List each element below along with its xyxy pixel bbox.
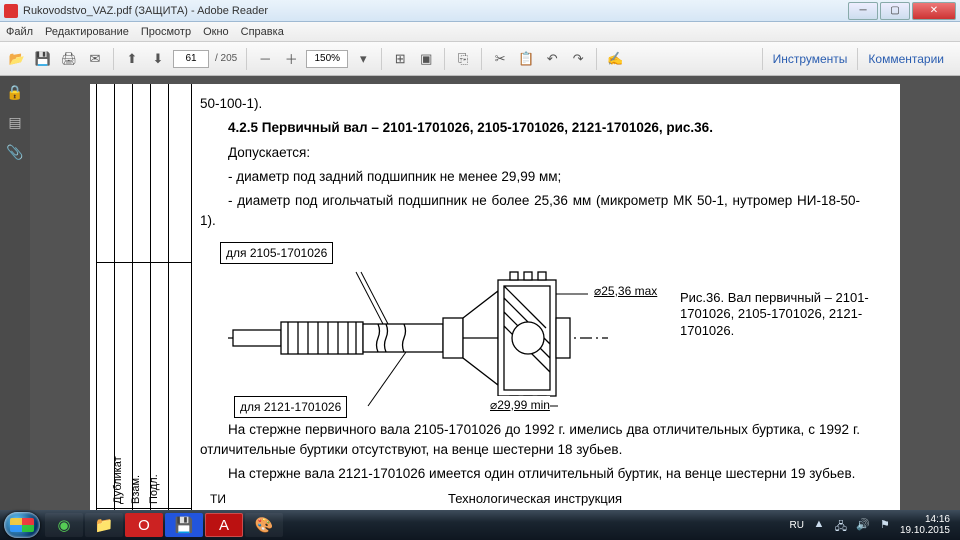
cut-icon[interactable]: ✂ xyxy=(489,48,511,70)
tray-flag-icon[interactable]: ▲ xyxy=(812,518,826,532)
window-titlebar: Rukovodstvo_VAZ.pdf (ЗАЩИТА) - Adobe Rea… xyxy=(0,0,960,22)
nav-sidebar: 🔒 ▤ 📎 xyxy=(0,76,30,510)
fig-label-2121: для 2121-1701026 xyxy=(234,396,347,418)
taskbar: ◉ 📁 O 💾 A 🎨 RU ▲ 🖧 🔊 ⚑ 14:16 19.10.2015 xyxy=(0,510,960,540)
fit-page-icon[interactable]: ▣ xyxy=(415,48,437,70)
system-tray: RU ▲ 🖧 🔊 ⚑ 14:16 19.10.2015 xyxy=(789,514,956,536)
zoom-in-icon[interactable]: ＋ xyxy=(280,48,302,70)
share-icon[interactable]: ⎘ xyxy=(452,48,474,70)
fit-width-icon[interactable]: ⊞ xyxy=(389,48,411,70)
figure-36: для 2105-1701026 для 2121-1701026 ⌀25,36… xyxy=(200,238,870,416)
maximize-button[interactable]: ▢ xyxy=(880,2,910,20)
page-total-label: / 205 xyxy=(213,53,239,64)
taskbar-app-1[interactable]: ◉ xyxy=(45,513,83,537)
zoom-dropdown-icon[interactable]: ▾ xyxy=(352,48,374,70)
attachments-icon[interactable]: 📎 xyxy=(6,144,24,162)
page-viewport[interactable]: Дубликат Взам. Подл. 50-100-1). 4.2.5 Пе… xyxy=(30,76,960,510)
start-button[interactable] xyxy=(4,512,40,538)
mail-icon[interactable]: ✉ xyxy=(84,48,106,70)
taskbar-opera-icon[interactable]: O xyxy=(125,513,163,537)
app-icon xyxy=(4,4,18,18)
redo-icon[interactable]: ↷ xyxy=(567,48,589,70)
window-title: Rukovodstvo_VAZ.pdf (ЗАЩИТА) - Adobe Rea… xyxy=(23,5,268,17)
tray-clock[interactable]: 14:16 19.10.2015 xyxy=(900,514,950,536)
page-down-icon[interactable]: ⬇ xyxy=(147,48,169,70)
allowed-label: Допускается: xyxy=(200,143,860,163)
frame-label-vzam: Взам. xyxy=(128,475,145,504)
text-line-top: 50-100-1). xyxy=(200,94,860,114)
thumbnails-icon[interactable]: 🔒 xyxy=(6,84,24,102)
zoom-level-input[interactable]: 150% xyxy=(306,50,348,68)
paragraph-2: На стержне вала 2121-1701026 имеется оди… xyxy=(200,464,860,484)
bookmarks-icon[interactable]: ▤ xyxy=(6,114,24,132)
tray-lang[interactable]: RU xyxy=(789,520,803,531)
taskbar-paint-icon[interactable]: 🎨 xyxy=(245,513,283,537)
toolbar: 📂 💾 🖨 ✉ ⬆ ⬇ 61 / 205 － ＋ 150% ▾ ⊞ ▣ ⎘ ✂ … xyxy=(0,42,960,76)
frame-label-podl: Подл. xyxy=(146,474,163,504)
taskbar-explorer-icon[interactable]: 📁 xyxy=(85,513,123,537)
tools-panel-link[interactable]: Инструменты xyxy=(762,48,858,70)
taskbar-save-icon[interactable]: 💾 xyxy=(165,513,203,537)
dim-29-99: ⌀29,99 min xyxy=(490,396,550,414)
open-file-icon[interactable]: 📂 xyxy=(6,48,28,70)
shaft-drawing xyxy=(228,258,608,418)
menu-file[interactable]: Файл xyxy=(6,26,33,38)
copy-icon[interactable]: 📋 xyxy=(515,48,537,70)
tray-network-icon[interactable]: 🖧 xyxy=(834,518,848,532)
dim-25-36: ⌀25,36 max xyxy=(594,282,657,300)
menu-edit[interactable]: Редактирование xyxy=(45,26,129,38)
undo-icon[interactable]: ↶ xyxy=(541,48,563,70)
zoom-out-icon[interactable]: － xyxy=(254,48,276,70)
page-up-icon[interactable]: ⬆ xyxy=(121,48,143,70)
frame-label-dublikat: Дубликат xyxy=(110,456,127,504)
fig-label-2105: для 2105-1701026 xyxy=(220,242,333,264)
menu-bar: Файл Редактирование Просмотр Окно Справк… xyxy=(0,22,960,42)
menu-help[interactable]: Справка xyxy=(241,26,284,38)
document-page: Дубликат Взам. Подл. 50-100-1). 4.2.5 Пе… xyxy=(90,84,900,510)
bullet-2: - диаметр под игольчатый подшипник не бо… xyxy=(200,191,860,232)
taskbar-adobe-reader[interactable]: A xyxy=(205,513,243,537)
tray-volume-icon[interactable]: 🔊 xyxy=(856,518,870,532)
tray-shield-icon[interactable]: ⚑ xyxy=(878,518,892,532)
menu-view[interactable]: Просмотр xyxy=(141,26,191,38)
paragraph-1: На стержне первичного вала 2105-1701026 … xyxy=(200,420,860,461)
footer-center: Технологическая инструкция xyxy=(200,489,870,509)
bullet-1: - диаметр под задний подшипник не менее … xyxy=(200,167,860,187)
figure-caption: Рис.36. Вал первичный – 2101-1701026, 21… xyxy=(680,290,876,341)
save-icon[interactable]: 💾 xyxy=(32,48,54,70)
comments-panel-link[interactable]: Комментарии xyxy=(857,48,954,70)
close-button[interactable]: ✕ xyxy=(912,2,956,20)
print-icon[interactable]: 🖨 xyxy=(58,48,80,70)
sign-icon[interactable]: ✍ xyxy=(604,48,626,70)
minimize-button[interactable]: ─ xyxy=(848,2,878,20)
page-number-input[interactable]: 61 xyxy=(173,50,209,68)
doc-frame: Дубликат Взам. Подл. xyxy=(96,84,192,510)
menu-window[interactable]: Окно xyxy=(203,26,229,38)
section-heading: 4.2.5 Первичный вал – 2101-1701026, 2105… xyxy=(200,118,860,138)
